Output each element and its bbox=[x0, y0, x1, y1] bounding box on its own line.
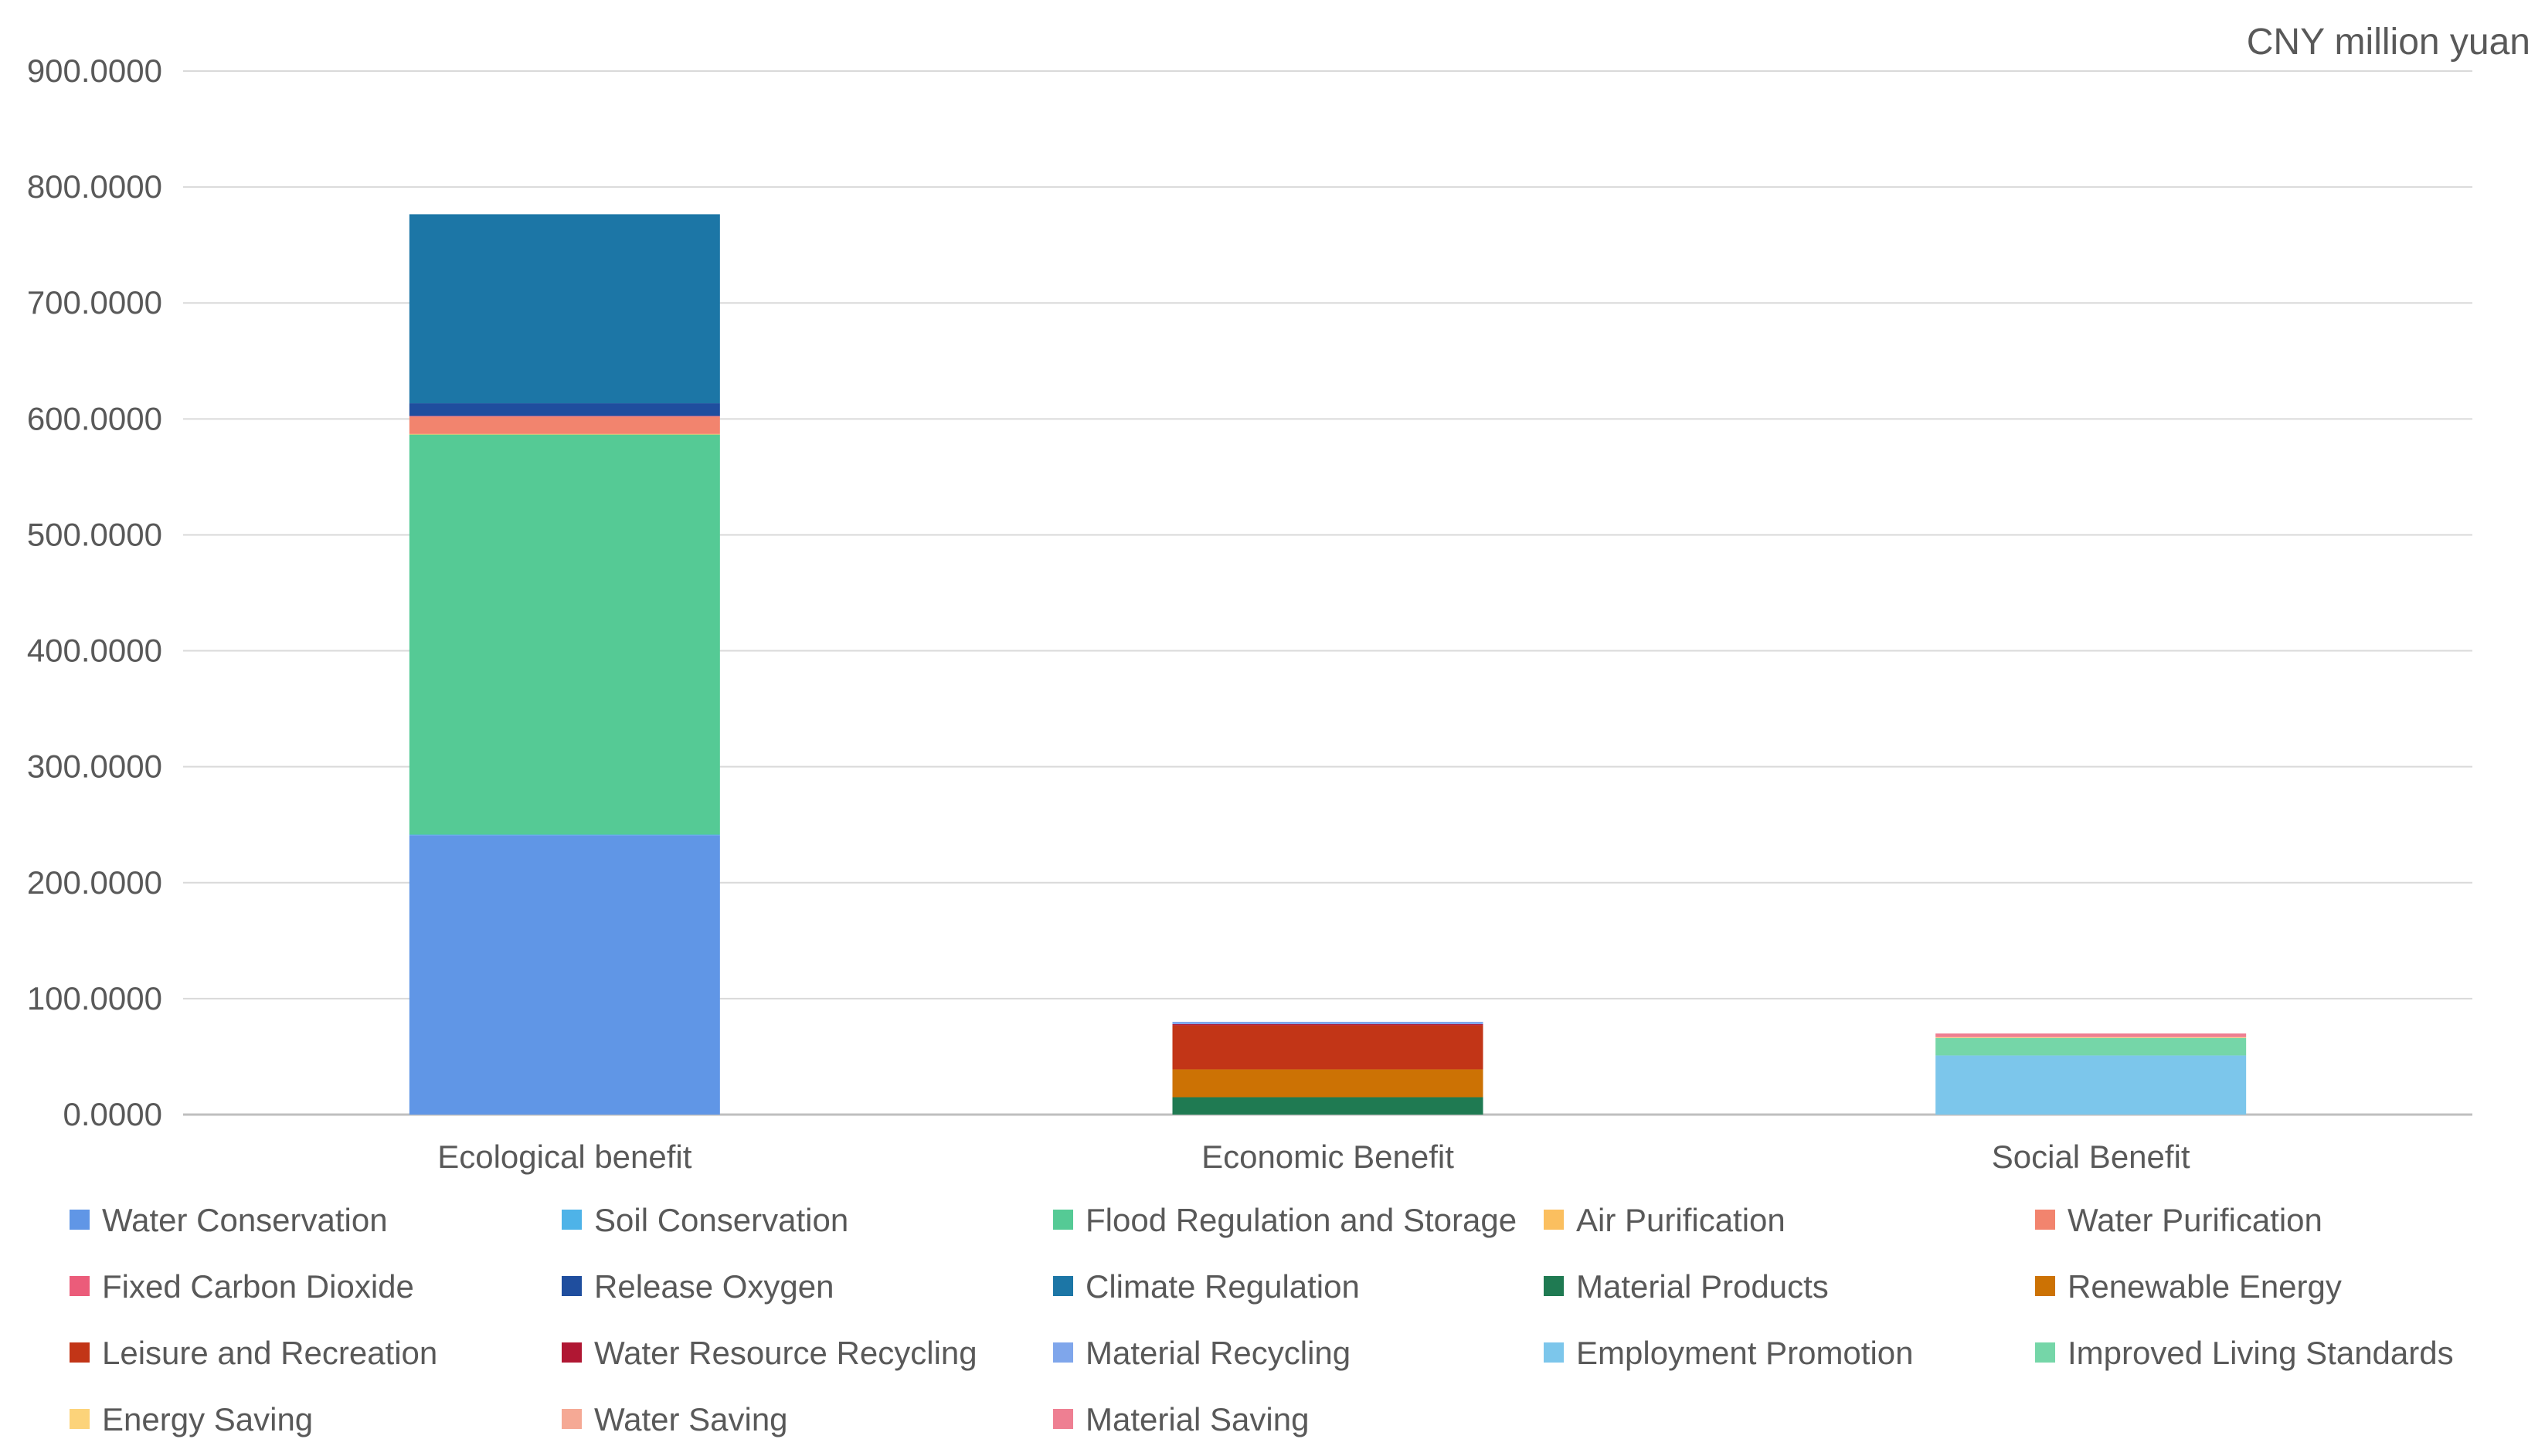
legend-swatch bbox=[2035, 1276, 2055, 1296]
legend-swatch bbox=[70, 1342, 90, 1363]
legend-label: Fixed Carbon Dioxide bbox=[102, 1268, 414, 1305]
bar-segment bbox=[409, 214, 720, 404]
legend-label: Water Saving bbox=[594, 1401, 788, 1437]
bar-segment bbox=[1935, 1055, 2247, 1115]
legend-swatch bbox=[1053, 1276, 1073, 1296]
legend-swatch bbox=[2035, 1342, 2055, 1363]
legend-label: Employment Promotion bbox=[1576, 1335, 1914, 1371]
x-category-label: Social Benefit bbox=[1992, 1139, 2190, 1175]
legend-swatch bbox=[562, 1342, 582, 1363]
y-tick-label: 500.0000 bbox=[27, 516, 162, 552]
bar-segment bbox=[409, 416, 720, 417]
y-tick-label: 600.0000 bbox=[27, 400, 162, 436]
legend-label: Energy Saving bbox=[102, 1401, 313, 1437]
x-axis-category-labels: Ecological benefit Economic Benefit Social… bbox=[437, 1139, 2190, 1175]
legend-label: Water Resource Recycling bbox=[594, 1335, 977, 1371]
legend-label: Air Purification bbox=[1576, 1202, 1786, 1238]
x-category-label: Ecological benefit bbox=[437, 1139, 692, 1175]
legend-swatch bbox=[562, 1409, 582, 1429]
legend-swatch bbox=[562, 1210, 582, 1230]
legend-label: Renewable Energy bbox=[2068, 1268, 2342, 1305]
bar-segment bbox=[1172, 1021, 1483, 1024]
bar-segment bbox=[1172, 1097, 1483, 1115]
legend-label: Improved Living Standards bbox=[2068, 1335, 2454, 1371]
x-category-label: Economic Benefit bbox=[1201, 1139, 1454, 1175]
y-axis-tick-labels: 0.0000 100.0000 200.0000 300.0000 400.0000 50… bbox=[27, 53, 162, 1132]
bar-segment bbox=[409, 835, 720, 1115]
legend-label: Water Conservation bbox=[102, 1202, 388, 1238]
legend-swatch bbox=[70, 1210, 90, 1230]
legend-swatch bbox=[70, 1409, 90, 1429]
legend-swatch bbox=[1544, 1210, 1564, 1230]
bars bbox=[409, 214, 2247, 1115]
bar-segment bbox=[1172, 1025, 1483, 1070]
legend-swatch bbox=[1053, 1210, 1073, 1230]
legend-swatch bbox=[562, 1276, 582, 1296]
legend-label: Leisure and Recreation bbox=[102, 1335, 437, 1371]
bar-segment bbox=[1935, 1037, 2247, 1038]
unit-label: CNY million yuan bbox=[2247, 22, 2530, 63]
bar-segment bbox=[1935, 1033, 2247, 1037]
y-tick-label: 100.0000 bbox=[27, 980, 162, 1016]
bar-segment bbox=[1172, 1023, 1483, 1026]
legend-swatch bbox=[2035, 1210, 2055, 1230]
bar-segment bbox=[409, 834, 720, 836]
bar-segment bbox=[1935, 1037, 2247, 1056]
y-tick-label: 0.0000 bbox=[63, 1096, 162, 1132]
legend-swatch bbox=[70, 1276, 90, 1296]
y-tick-label: 900.0000 bbox=[27, 53, 162, 89]
bar-segment bbox=[409, 416, 720, 434]
y-tick-label: 700.0000 bbox=[27, 284, 162, 321]
legend-swatch bbox=[1544, 1342, 1564, 1363]
legend-swatch bbox=[1053, 1409, 1073, 1429]
legend-label: Material Recycling bbox=[1086, 1335, 1351, 1371]
legend: Water Conservation Soil Conservation Flood… bbox=[70, 1202, 2454, 1437]
bar-segment bbox=[409, 433, 720, 435]
legend-label: Material Saving bbox=[1086, 1401, 1309, 1437]
bar-segment bbox=[409, 434, 720, 835]
bar-segment bbox=[1172, 1069, 1483, 1098]
y-tick-label: 400.0000 bbox=[27, 633, 162, 669]
legend-swatch bbox=[1053, 1342, 1073, 1363]
legend-label: Release Oxygen bbox=[594, 1268, 834, 1305]
legend-label: Water Purification bbox=[2068, 1202, 2322, 1238]
y-tick-label: 300.0000 bbox=[27, 748, 162, 785]
legend-label: Material Products bbox=[1576, 1268, 1829, 1305]
legend-label: Flood Regulation and Storage bbox=[1086, 1202, 1517, 1238]
y-tick-label: 800.0000 bbox=[27, 168, 162, 205]
legend-label: Climate Regulation bbox=[1086, 1268, 1360, 1305]
y-tick-label: 200.0000 bbox=[27, 864, 162, 901]
legend-swatch bbox=[1544, 1276, 1564, 1296]
bar-segment bbox=[409, 403, 720, 416]
legend-label: Soil Conservation bbox=[594, 1202, 848, 1238]
